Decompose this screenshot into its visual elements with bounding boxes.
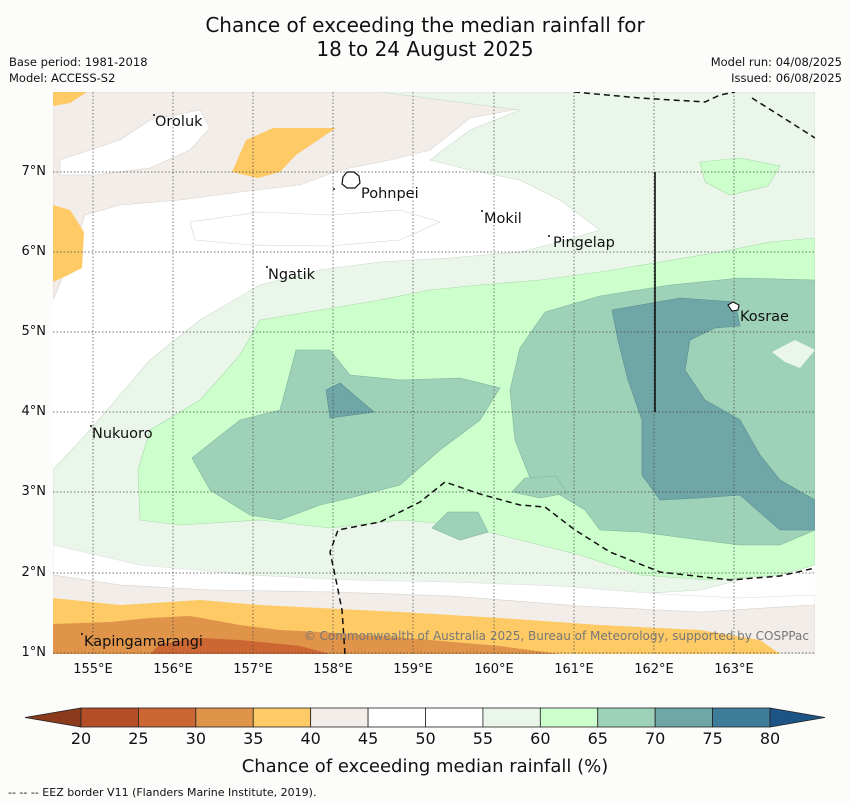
x-tick-156: 156°E [153,662,193,677]
colorbar-segment [195,707,254,728]
contour-fill-65-70-small-a [511,475,568,499]
x-tick-157: 157°E [233,662,273,677]
place-label-kosrae: Kosrae [740,309,789,325]
map-title-line-2: 18 to 24 August 2025 [316,37,534,61]
colorbar-tick-label: 55 [472,729,494,748]
island-dots [81,114,550,635]
colorbar-tick-label: 35 [243,729,264,748]
contour-fill-35-40-b [232,128,336,178]
colorbar [24,707,826,728]
y-tick-2n: 2°N [21,565,47,580]
y-tick-7n: 7°N [21,164,47,179]
colorbar-tick-label: 60 [530,729,551,748]
y-tick-3n: 3°N [21,484,47,499]
contour-fill-45-55-mid [189,209,441,247]
contour-fill-35-40-c [53,205,84,282]
colorbar-title: Chance of exceeding median rainfall (%) [241,756,609,777]
x-tick-161: 161°E [554,662,594,677]
place-label-mokil: Mokil [484,211,522,227]
colorbar-tick-label: 80 [759,729,781,748]
colorbar-tick-label: 50 [415,729,436,748]
x-tick-162: 162°E [634,662,674,677]
pohnpei-island-icon [341,171,361,189]
colorbar-tick-label: 70 [644,729,666,748]
colorbar-segment [252,707,312,728]
x-tick-155: 155°E [73,662,113,677]
colorbar-tick-label: 30 [185,729,206,748]
map-title-line-1: Chance of exceeding the median rainfall … [205,13,645,37]
colorbar-segment [482,707,541,728]
colorbar-segment [712,707,771,728]
place-label-pingelap: Pingelap [553,235,615,251]
contour-fill-65-70-west [191,349,501,521]
rainfall-map[interactable]: Oroluk Pohnpei Mokil Pingelap Ngatik Kos… [53,92,815,654]
colorbar-tick-label: 65 [587,729,608,748]
contour-fill-25-30-south [150,638,330,654]
contour-fill-60-65-east [699,157,781,196]
colorbar-segment [425,707,484,728]
eez-footnote: -- -- -- EEZ border V11 (Flanders Marine… [8,786,317,799]
x-tick-158: 158°E [313,662,353,677]
colorbar-over-arrow [769,707,826,728]
contour-fill-70-75-east [611,297,815,531]
base-period-text: Base period: 1981-2018 [9,55,148,69]
contour-fill-65-70-small-b [431,511,489,541]
model-run-text: Model run: 04/08/2025 [710,55,842,69]
place-label-ngatik: Ngatik [268,267,316,283]
y-tick-1n: 1°N [21,645,47,660]
map-gridlines [53,92,815,654]
issued-text: Issued: 06/08/2025 [731,71,842,85]
kosrae-island-icon [727,301,740,312]
colorbar-under-arrow [24,707,82,728]
x-tick-160: 160°E [474,662,514,677]
x-tick-159: 159°E [393,662,433,677]
map-canvas: Oroluk Pohnpei Mokil Pingelap Ngatik Kos… [53,92,815,654]
y-tick-4n: 4°N [21,404,47,419]
colorbar-tick-label: 45 [357,729,379,748]
contour-fill-45-55-north [59,109,211,176]
contour-fill-70-75-west [325,382,375,419]
colorbar-tick-label: 75 [702,729,723,748]
colorbar-segment [654,707,713,728]
place-label-oroluk: Oroluk [155,114,203,130]
colorbar-segment [310,707,369,728]
colorbar-segment [80,707,139,728]
colorbar-segment [367,707,426,728]
contour-fill-60-65-kosrae-hole [772,340,815,368]
x-tick-163: 163°E [714,662,754,677]
place-label-kapingamarangi: Kapingamarangi [84,634,203,650]
contour-fill-35-40-a [53,92,87,106]
colorbar-tick-label: 40 [300,729,321,748]
eez-border [329,92,815,654]
place-label-pohnpei: Pohnpei [361,186,419,202]
colorbar-tick-label: 25 [128,729,149,748]
y-tick-5n: 5°N [21,324,47,339]
colorbar-segment [539,707,599,728]
model-text: Model: ACCESS-S2 [9,71,116,85]
colorbar-tick-label: 20 [70,729,92,748]
colorbar-segment [138,707,197,728]
place-label-nukuoro: Nukuoro [92,426,153,442]
copyright-text: © Commonwealth of Australia 2025, Bureau… [304,629,809,643]
colorbar-segment [597,707,656,728]
y-tick-6n: 6°N [21,244,47,259]
